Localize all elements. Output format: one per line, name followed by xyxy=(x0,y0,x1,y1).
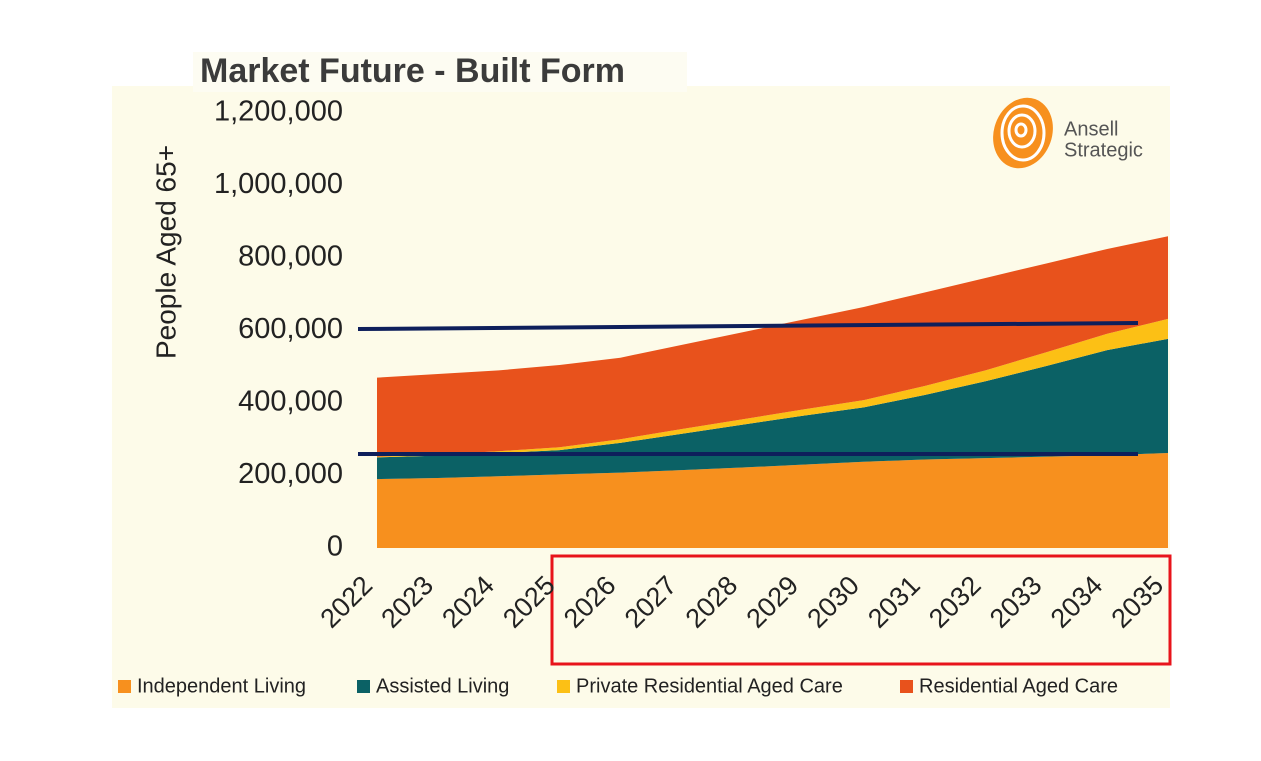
y-tick-label: 200,000 xyxy=(238,458,343,490)
logo-text: Strategic xyxy=(1064,139,1143,161)
logo: Ansell Strategic xyxy=(993,97,1143,169)
y-tick-label: 1,200,000 xyxy=(214,96,343,128)
legend-swatch xyxy=(118,680,131,693)
logo-ring xyxy=(1014,122,1028,138)
logo-ring xyxy=(1000,104,1046,162)
chart-title: Market Future - Built Form xyxy=(200,52,625,90)
annotation-line xyxy=(357,321,1139,331)
logo-text: Ansell xyxy=(1064,118,1118,140)
y-tick-label: 1,000,000 xyxy=(214,168,343,200)
area xyxy=(377,338,1168,480)
y-tick-label: 600,000 xyxy=(238,313,343,345)
legend-label: Residential Aged Care xyxy=(919,675,1118,697)
highlight-box xyxy=(550,554,1172,666)
area xyxy=(377,453,1168,548)
area xyxy=(377,236,1168,457)
logo-ring xyxy=(1007,113,1037,149)
y-tick-label: 0 xyxy=(327,531,343,563)
y-tick-label: 800,000 xyxy=(238,241,343,273)
legend-swatch xyxy=(357,680,370,693)
legend-swatch xyxy=(900,680,913,693)
plot xyxy=(377,236,1168,548)
y-tick-label: 400,000 xyxy=(238,386,343,418)
legend-label: Private Residential Aged Care xyxy=(576,675,843,697)
y-axis-label: People Aged 65+ xyxy=(150,145,181,359)
legend-label: Independent Living xyxy=(137,675,306,697)
legend-label: Assisted Living xyxy=(376,675,509,697)
title-background xyxy=(193,52,687,92)
legend-swatch xyxy=(557,680,570,693)
